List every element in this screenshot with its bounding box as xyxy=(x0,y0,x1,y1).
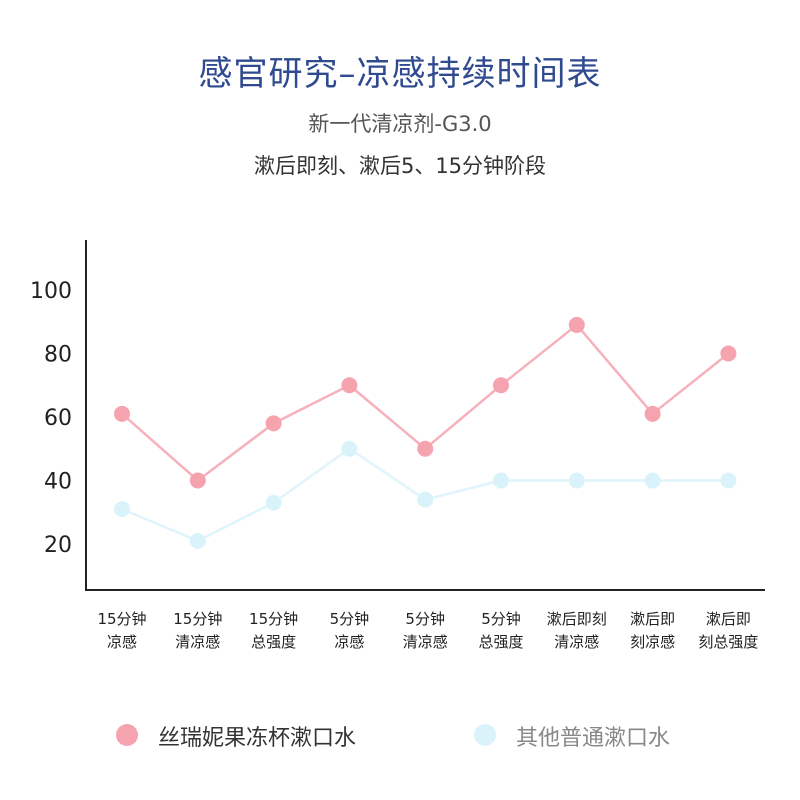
data-point-series-1 xyxy=(189,472,206,489)
y-tick-label: 100 xyxy=(30,279,72,304)
x-tick-label: 总强度 xyxy=(251,633,296,651)
y-tick-label: 20 xyxy=(44,533,72,558)
data-point-series-2 xyxy=(114,501,130,518)
data-point-series-2 xyxy=(568,472,585,489)
data-point-series-1 xyxy=(114,405,130,422)
data-point-series-2 xyxy=(341,440,358,457)
y-tick-label: 40 xyxy=(44,470,72,495)
x-tick-label: 漱后即 xyxy=(706,610,751,628)
x-tick-label: 5分钟 xyxy=(481,610,521,628)
data-point-series-1 xyxy=(568,316,585,333)
x-tick-label: 刻总强度 xyxy=(698,633,758,651)
legend-label-series-1: 丝瑞妮果冻杯漱口水 xyxy=(158,726,357,751)
x-tick-label: 清凉感 xyxy=(403,633,448,651)
data-point-series-2 xyxy=(493,472,509,489)
x-tick-label: 清凉感 xyxy=(175,633,220,651)
data-point-series-1 xyxy=(417,440,434,457)
x-tick-label: 漱后即刻 xyxy=(547,610,607,628)
x-tick-label: 15分钟 xyxy=(97,610,146,628)
data-point-series-1 xyxy=(720,345,737,362)
x-tick-label: 漱后即 xyxy=(630,610,675,628)
y-tick-label: 60 xyxy=(44,406,72,431)
x-tick-label: 15分钟 xyxy=(173,610,222,628)
x-tick-label: 刻凉感 xyxy=(630,633,675,651)
y-tick-label: 80 xyxy=(44,343,72,368)
series-line-1 xyxy=(121,323,730,483)
chart-title: 感官研究–凉感持续时间表 xyxy=(198,54,602,94)
data-point-series-2 xyxy=(644,472,661,489)
chart-subtitle: 新一代清凉剂-G3.0 xyxy=(308,112,492,136)
x-tick-label: 凉感 xyxy=(334,633,364,651)
x-tick-label: 凉感 xyxy=(107,633,137,651)
legend-marker-series-1 xyxy=(116,724,138,746)
chart-subtitle-stages: 漱后即刻、漱后5、15分钟阶段 xyxy=(253,154,547,178)
x-tick-label: 5分钟 xyxy=(405,610,445,628)
data-point-series-2 xyxy=(265,494,282,511)
data-point-series-1 xyxy=(341,377,358,394)
x-tick-label: 清凉感 xyxy=(554,633,599,651)
legend-label-series-2: 其他普通漱口水 xyxy=(516,726,671,751)
legend-marker-series-2 xyxy=(474,724,496,746)
x-tick-label: 5分钟 xyxy=(330,610,370,628)
x-tick-label: 总强度 xyxy=(478,633,523,651)
data-point-series-1 xyxy=(493,377,509,394)
data-point-series-2 xyxy=(189,532,206,549)
data-point-series-2 xyxy=(720,472,737,489)
data-point-series-2 xyxy=(417,491,434,508)
chart-legend: 丝瑞妮果冻杯漱口水 其他普通漱口水 xyxy=(0,716,800,756)
data-point-series-1 xyxy=(644,405,661,422)
data-point-series-1 xyxy=(265,415,282,432)
x-tick-label: 15分钟 xyxy=(249,610,298,628)
